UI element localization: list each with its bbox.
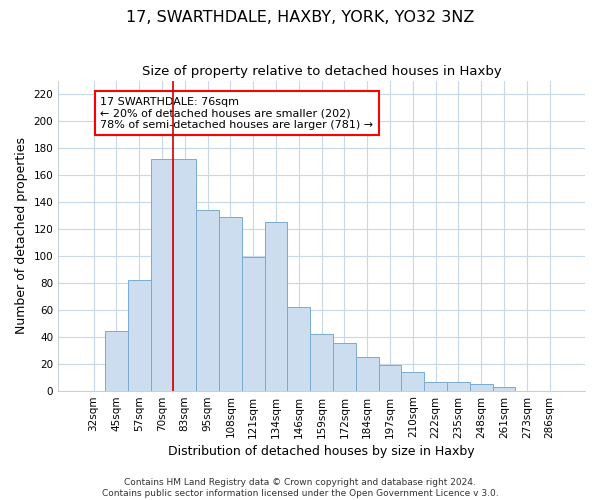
Bar <box>493 386 515 390</box>
Bar <box>379 365 401 390</box>
Bar <box>356 357 379 390</box>
Bar <box>287 307 310 390</box>
Title: Size of property relative to detached houses in Haxby: Size of property relative to detached ho… <box>142 65 502 78</box>
Bar <box>151 158 173 390</box>
Bar <box>219 216 242 390</box>
Bar <box>310 334 333 390</box>
Bar <box>105 332 128 390</box>
Bar <box>242 257 265 390</box>
Bar <box>196 210 219 390</box>
Bar <box>333 344 356 390</box>
Text: 17, SWARTHDALE, HAXBY, YORK, YO32 3NZ: 17, SWARTHDALE, HAXBY, YORK, YO32 3NZ <box>126 10 474 25</box>
Text: 17 SWARTHDALE: 76sqm
← 20% of detached houses are smaller (202)
78% of semi-deta: 17 SWARTHDALE: 76sqm ← 20% of detached h… <box>100 96 373 130</box>
Bar <box>173 158 196 390</box>
Bar <box>401 372 424 390</box>
Bar <box>447 382 470 390</box>
Bar <box>265 222 287 390</box>
Bar <box>470 384 493 390</box>
Bar <box>424 382 447 390</box>
Bar <box>128 280 151 390</box>
X-axis label: Distribution of detached houses by size in Haxby: Distribution of detached houses by size … <box>168 444 475 458</box>
Y-axis label: Number of detached properties: Number of detached properties <box>15 137 28 334</box>
Text: Contains HM Land Registry data © Crown copyright and database right 2024.
Contai: Contains HM Land Registry data © Crown c… <box>101 478 499 498</box>
